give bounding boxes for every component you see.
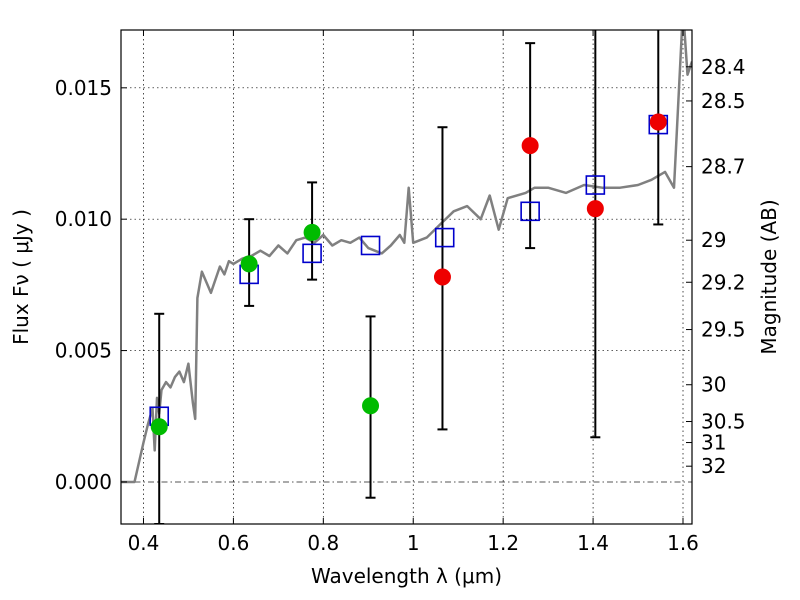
magnitude-tick-label: 28.5 xyxy=(701,89,746,113)
grid-lines xyxy=(121,30,692,524)
y-tick-label: 0.010 xyxy=(55,207,112,231)
plot-frame xyxy=(120,29,693,525)
green-data-point xyxy=(362,397,380,415)
red-data-point xyxy=(521,137,539,155)
markers-layer xyxy=(149,113,669,436)
y-tick-label: 0.005 xyxy=(55,339,112,363)
y-axis-title: Flux Fν ( μJy ) xyxy=(9,209,33,345)
y2-axis-title: Magnitude (AB) xyxy=(757,199,781,354)
green-data-point xyxy=(150,418,168,436)
x-axis-title: Wavelength λ (μm) xyxy=(311,564,502,588)
ticks-layer: 0.4 0.6 0.8 1 1.2 1.4 1.6 0.000 0.005 0.010 0.015 2… xyxy=(55,30,746,555)
x-tick-label: 1.4 xyxy=(577,531,609,555)
green-data-point xyxy=(303,223,321,241)
magnitude-tick-label: 28.4 xyxy=(701,55,746,79)
x-tick-label: 0.8 xyxy=(307,531,339,555)
magnitude-tick-label: 32 xyxy=(701,454,726,478)
magnitude-tick-label: 30.5 xyxy=(701,410,746,434)
sed-model-line xyxy=(121,30,692,484)
x-tick-label: 0.6 xyxy=(217,531,249,555)
magnitude-tick-label: 29 xyxy=(701,228,726,252)
red-data-point xyxy=(586,200,604,218)
magnitude-tick-label: 30 xyxy=(701,373,726,397)
magnitude-tick-label: 31 xyxy=(701,431,726,455)
red-data-point xyxy=(649,113,667,131)
magnitude-tick-label: 29.5 xyxy=(701,318,746,342)
x-tick-label: 1.2 xyxy=(487,531,519,555)
magnitude-tick-label: 28.7 xyxy=(701,155,746,179)
green-data-point xyxy=(240,255,258,273)
y-tick-label: 0.015 xyxy=(55,76,112,100)
model-square-marker xyxy=(585,175,606,195)
model-square-marker xyxy=(434,227,455,248)
model-square-marker xyxy=(360,235,381,256)
x-tick-label: 1 xyxy=(407,531,420,555)
x-tick-label: 0.4 xyxy=(128,531,160,555)
model-square-marker xyxy=(302,243,322,264)
magnitude-tick-label: 29.2 xyxy=(701,270,746,294)
x-tick-label: 1.6 xyxy=(667,531,699,555)
red-data-point xyxy=(433,268,451,286)
y-tick-label: 0.000 xyxy=(55,470,112,494)
model-square-marker xyxy=(520,201,540,222)
sed-curve-layer xyxy=(121,30,692,484)
